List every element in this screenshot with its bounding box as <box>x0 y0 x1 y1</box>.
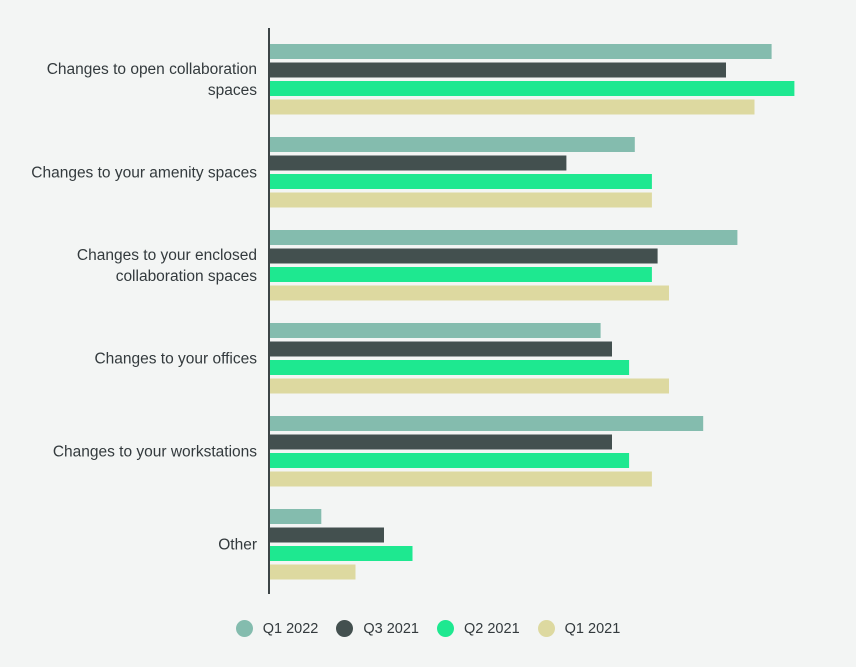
bar-q3-2021 <box>270 527 384 543</box>
category-label: Changes to open collaboration spaces <box>47 61 258 99</box>
bar-q3-2021 <box>270 248 658 264</box>
category-label: Changes to your workstations <box>53 443 257 460</box>
legend-label: Q3 2021 <box>363 620 419 637</box>
legend: Q1 2022 Q3 2021 Q2 2021 Q1 2021 <box>0 620 856 637</box>
legend-label: Q1 2021 <box>564 620 621 637</box>
bar-q3-2021 <box>270 341 612 357</box>
bar-q1-2022 <box>270 416 704 431</box>
category-label: Changes to your amenity spaces <box>31 164 257 181</box>
category-label: Changes to your offices <box>94 350 257 367</box>
bar-q2-2021 <box>270 453 630 468</box>
category-label: Changes to your enclosed collaboration sp… <box>77 247 257 285</box>
category-label: Other <box>218 536 257 553</box>
bar-chart-plot: Changes to open collaboration spaces Chang… <box>31 28 795 594</box>
bar-q3-2021 <box>270 434 612 450</box>
legend-swatch <box>235 620 253 637</box>
legend-item: Q1 2021 <box>537 620 621 637</box>
bar-q1-2022 <box>270 509 322 524</box>
legend-item: Q1 2022 <box>235 620 319 637</box>
bar-q1-2021 <box>270 192 652 208</box>
bar-q1-2022 <box>270 230 738 245</box>
legend-item: Q2 2021 <box>437 620 520 637</box>
bar-q2-2021 <box>270 546 413 561</box>
legend-label: Q1 2022 <box>262 620 319 637</box>
legend-swatch <box>537 620 555 637</box>
bar-q1-2022 <box>270 323 601 338</box>
bar-q1-2021 <box>270 378 669 394</box>
bar-q1-2021 <box>270 564 356 580</box>
legend-label: Q2 2021 <box>464 620 520 637</box>
bar-q1-2021 <box>270 471 652 487</box>
bar-q2-2021 <box>270 81 795 96</box>
bar-q3-2021 <box>270 62 726 78</box>
bar-q1-2021 <box>270 99 755 115</box>
bar-q2-2021 <box>270 360 630 375</box>
legend-swatch <box>336 620 354 637</box>
bar-q1-2022 <box>270 137 635 152</box>
bar-q2-2021 <box>270 267 652 282</box>
bar-q3-2021 <box>270 155 567 171</box>
legend-item: Q3 2021 <box>336 620 419 637</box>
bar-q2-2021 <box>270 174 652 189</box>
legend-swatch <box>437 620 454 637</box>
bar-q1-2021 <box>270 285 669 301</box>
bar-q1-2022 <box>270 44 772 59</box>
